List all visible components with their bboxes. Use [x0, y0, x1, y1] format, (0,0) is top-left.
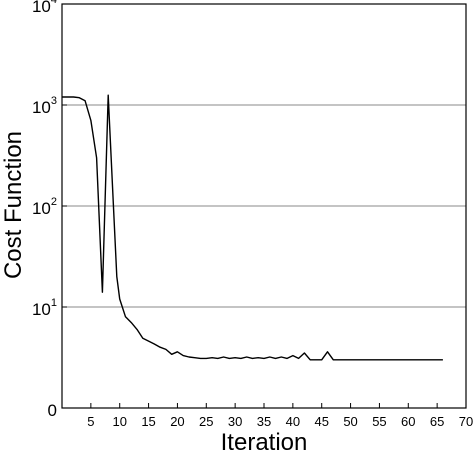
x-tick-label: 70 — [459, 414, 473, 429]
x-tick-label: 5 — [87, 414, 94, 429]
x-tick-label: 10 — [112, 414, 126, 429]
x-tick-label: 35 — [257, 414, 271, 429]
y-tick-label: 103 — [32, 95, 57, 117]
x-axis-ticks: 5 10 15 20 25 30 35 40 45 50 55 60 65 70 — [87, 403, 473, 429]
grid-lines — [62, 104, 466, 308]
y-axis-ticks: 104 103 102 101 0 — [32, 0, 67, 420]
x-tick-label: 65 — [430, 414, 444, 429]
x-tick-label: 50 — [343, 414, 357, 429]
series-line-1 — [62, 94, 443, 361]
y-tick-label: 104 — [32, 0, 57, 16]
x-tick-label: 25 — [199, 414, 213, 429]
y-tick-label: 0 — [48, 401, 57, 420]
y-tick-label: 101 — [32, 297, 57, 319]
x-tick-label: 40 — [286, 414, 300, 429]
y-tick-label: 102 — [32, 196, 57, 218]
x-tick-label: 30 — [228, 414, 242, 429]
x-tick-label: 60 — [401, 414, 415, 429]
x-tick-label: 45 — [314, 414, 328, 429]
y-axis-title: Cost Function — [0, 131, 27, 279]
x-axis-title: Iteration — [221, 429, 308, 455]
series-group — [62, 94, 443, 361]
x-tick-label: 55 — [372, 414, 386, 429]
x-tick-label: 20 — [170, 414, 184, 429]
x-tick-label: 15 — [141, 414, 155, 429]
